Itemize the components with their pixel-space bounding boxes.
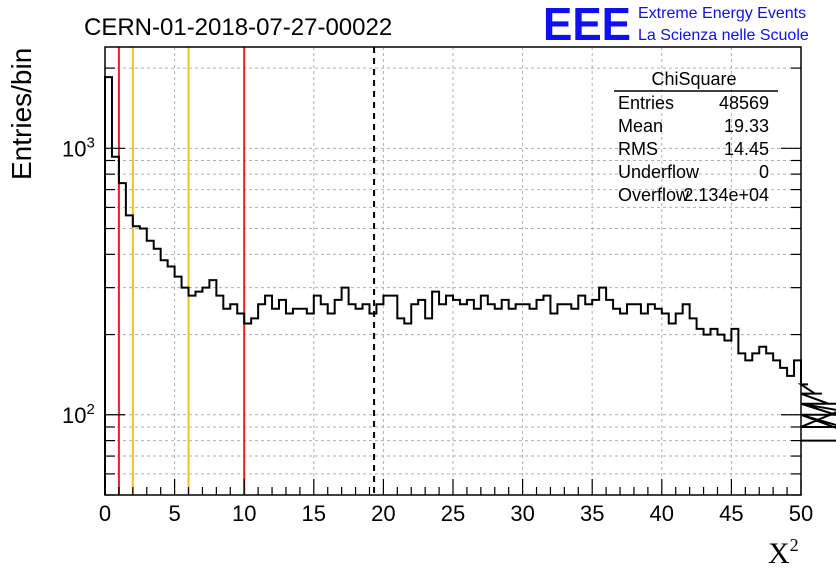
run-title: CERN-01-2018-07-27-00022 — [84, 14, 392, 41]
stats-row-value: 2.134e+04 — [683, 185, 769, 205]
x-tick-label: 0 — [99, 501, 111, 526]
y-axis-label: Entries/bin — [6, 48, 37, 180]
x-tick-label: 20 — [371, 501, 395, 526]
x-axis-label: X2 — [768, 535, 799, 570]
y-tick-label-exponent: 2 — [86, 401, 94, 418]
stats-row-label: Overflow — [618, 185, 690, 205]
axis-ticks — [104, 67, 802, 496]
x-tick-label: 45 — [719, 501, 743, 526]
stats-row-label: Mean — [618, 116, 663, 136]
x-axis-label-superscript: 2 — [790, 535, 799, 555]
x-tick-label: 10 — [232, 501, 256, 526]
subtitle-line1: Extreme Energy Events — [638, 5, 806, 22]
stats-row-label: Underflow — [618, 162, 700, 182]
y-tick-label-exponent: 3 — [86, 134, 94, 151]
x-tick-label: 30 — [510, 501, 534, 526]
stats-box-title: ChiSquare — [651, 69, 736, 89]
y-tick-label: 103 — [62, 134, 95, 161]
stats-row-value: 19.33 — [724, 116, 769, 136]
y-tick-label: 102 — [62, 401, 95, 428]
histogram-step-line — [104, 76, 836, 495]
eee-logo: EEE — [543, 0, 631, 50]
stats-row-value: 0 — [759, 162, 769, 182]
x-tick-label: 50 — [789, 501, 813, 526]
subtitle-line2: La Scienza nelle Scuole — [638, 27, 809, 44]
stats-row-value: 14.45 — [724, 139, 769, 159]
stats-row-label: RMS — [618, 139, 658, 159]
x-tick-label: 40 — [650, 501, 674, 526]
x-tick-label: 15 — [302, 501, 326, 526]
x-tick-label: 35 — [580, 501, 604, 526]
grid-lines — [105, 47, 801, 496]
histogram-series — [104, 76, 836, 495]
x-tick-labels: 0 5 10 15 20 25 30 35 40 45 50 — [99, 501, 813, 526]
x-tick-label: 25 — [441, 501, 465, 526]
x-tick-label: 5 — [168, 501, 180, 526]
stats-row-label: Entries — [618, 93, 674, 113]
x-axis-label-base: X — [768, 537, 790, 570]
stats-row-value: 48569 — [719, 93, 769, 113]
marker-lines — [117, 47, 376, 495]
y-tick-label-base: 10 — [62, 136, 86, 161]
y-tick-label-base: 10 — [62, 403, 86, 428]
stats-box: ChiSquare Entries 48569 Mean 19.33 RMS 14.45 U… — [614, 69, 778, 205]
